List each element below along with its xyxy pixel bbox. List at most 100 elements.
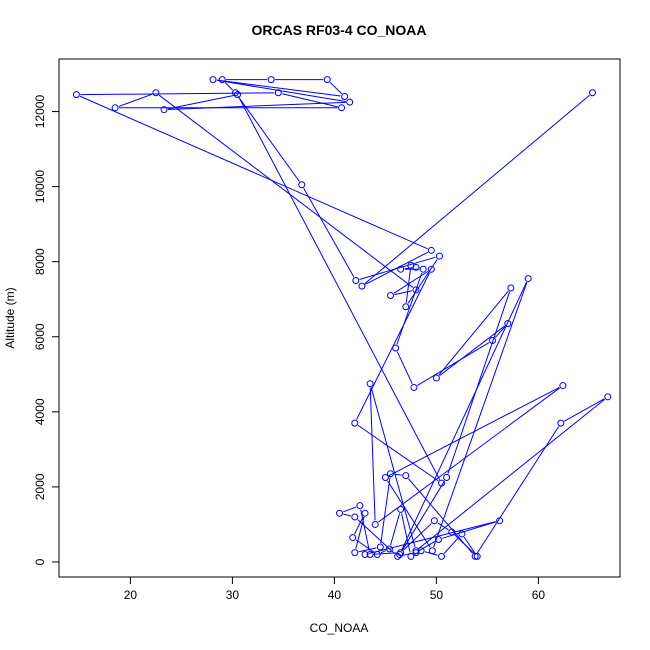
data-point <box>72 91 80 99</box>
series-segment <box>370 387 416 548</box>
y-tick-label: 10000 <box>33 170 47 204</box>
series-segment <box>282 93 338 108</box>
data-point <box>267 76 275 84</box>
series-segment <box>476 426 560 554</box>
plot-area <box>58 58 621 578</box>
data-point <box>338 104 346 112</box>
series-segment <box>354 516 364 535</box>
x-axis-label: CO_NOAA <box>310 621 369 635</box>
data-point <box>231 89 239 97</box>
data-point <box>387 470 394 478</box>
series-segment <box>343 513 352 517</box>
data-point <box>407 552 415 560</box>
series-segment <box>360 509 370 551</box>
data-point <box>434 535 442 543</box>
data-point <box>366 380 374 388</box>
data-point <box>458 530 466 538</box>
data-point <box>392 344 400 352</box>
series-segment <box>396 351 413 385</box>
data-point <box>397 505 405 513</box>
data-point <box>430 517 438 525</box>
series-segment <box>564 398 605 422</box>
data-point <box>349 534 357 542</box>
y-tick-label: 6000 <box>33 323 47 350</box>
series-segment <box>417 342 490 386</box>
series-segment <box>216 79 346 103</box>
series-segment <box>380 477 391 544</box>
data-point <box>496 517 504 525</box>
series-segment <box>238 97 441 480</box>
data-point <box>557 419 565 427</box>
data-point <box>298 181 306 189</box>
data-point <box>604 393 612 401</box>
series-segment <box>80 92 275 96</box>
data-point <box>471 552 479 560</box>
data-point <box>394 552 402 560</box>
data-point <box>366 550 374 558</box>
series-segment <box>380 550 387 554</box>
series-segment <box>443 536 460 554</box>
series-segment <box>364 94 590 284</box>
data-point <box>381 474 389 482</box>
data-point <box>358 282 366 290</box>
series-segment <box>442 521 496 539</box>
series-segment <box>329 82 343 95</box>
series-segment <box>401 480 445 552</box>
series-segment <box>343 506 357 513</box>
x-tick-label: 40 <box>328 588 342 602</box>
series-segment <box>394 290 413 296</box>
data-point <box>218 76 226 84</box>
y-tick-label: 12000 <box>33 95 47 129</box>
data-point <box>473 552 481 560</box>
series-segment <box>438 290 509 376</box>
series-segment <box>374 552 397 555</box>
data-point <box>448 528 456 536</box>
series-segment <box>216 79 341 97</box>
series-segment <box>167 94 234 110</box>
series-segment <box>433 282 528 548</box>
series-segment <box>437 522 449 531</box>
data-point <box>588 89 596 97</box>
series-segment <box>463 536 476 554</box>
series-segment <box>357 424 439 482</box>
y-axis: 0 2000 4000 6000 8000 10000 12000 <box>33 95 60 565</box>
data-point <box>111 104 119 112</box>
x-tick-label: 20 <box>124 588 138 602</box>
data-point <box>352 276 360 284</box>
data-point <box>402 472 410 480</box>
x-axis: 20 30 40 50 60 <box>124 576 545 602</box>
series-segment <box>355 539 375 553</box>
data-point <box>410 383 418 391</box>
data-point <box>351 513 359 521</box>
data-point <box>160 106 168 114</box>
data-point <box>504 320 512 328</box>
series-segment <box>158 94 414 288</box>
series-segment <box>224 82 233 91</box>
series-segment <box>387 480 431 548</box>
series-segment <box>454 534 475 554</box>
series-segment <box>237 95 300 182</box>
chart-title: ORCAS RF03-4 CO_NOAA <box>251 22 426 38</box>
data-point <box>427 246 435 254</box>
data-point <box>373 550 381 558</box>
data-point <box>524 275 532 283</box>
data-point <box>385 545 393 553</box>
data-point <box>397 265 405 273</box>
y-tick-label: 8000 <box>33 248 47 275</box>
data-point <box>432 374 440 382</box>
series-segment <box>439 325 505 377</box>
data-point <box>438 552 445 560</box>
data-point <box>356 502 364 510</box>
data-point <box>435 252 443 260</box>
series-segment <box>358 547 377 553</box>
y-axis-label: Altitude (m) <box>3 287 17 348</box>
data-point <box>209 76 217 84</box>
data-point <box>234 91 241 99</box>
data-point <box>402 303 410 311</box>
series-segment <box>401 513 411 553</box>
series-segment <box>447 291 511 474</box>
data-point <box>412 547 420 555</box>
data-point <box>361 509 369 517</box>
series-segment <box>355 516 365 549</box>
